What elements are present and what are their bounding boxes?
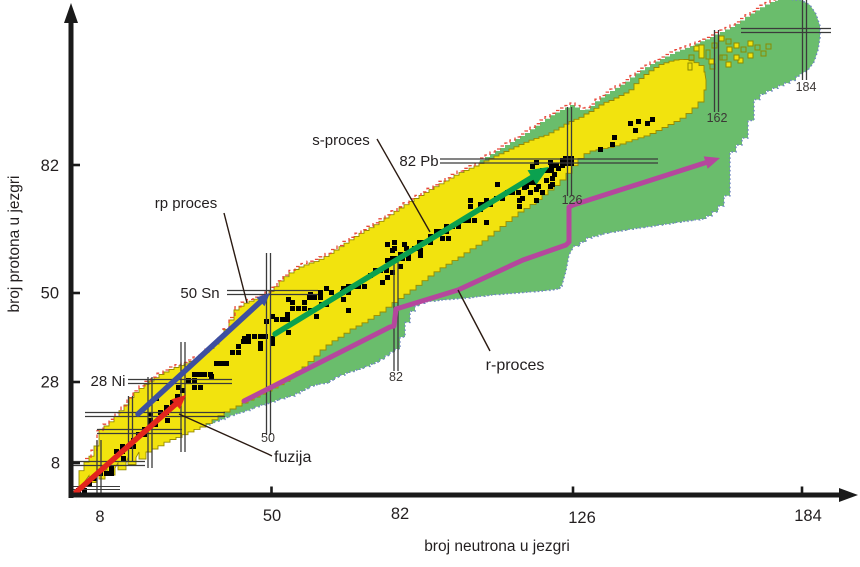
svg-text:fuzija: fuzija (274, 449, 311, 466)
svg-text:rp proces: rp proces (155, 195, 218, 212)
svg-text:r-proces: r-proces (486, 357, 545, 374)
svg-text:184: 184 (794, 507, 822, 525)
svg-text:82: 82 (389, 370, 403, 384)
svg-text:50: 50 (261, 431, 275, 445)
svg-text:broj protona u jezgri: broj protona u jezgri (6, 176, 23, 313)
svg-text:184: 184 (796, 80, 817, 94)
svg-text:82: 82 (391, 505, 409, 523)
svg-text:50: 50 (263, 507, 281, 525)
svg-text:8: 8 (95, 508, 104, 526)
svg-text:162: 162 (707, 111, 728, 125)
svg-text:82: 82 (41, 157, 59, 175)
svg-text:126: 126 (568, 509, 596, 527)
svg-text:28 Ni: 28 Ni (90, 373, 125, 390)
svg-text:8: 8 (51, 455, 60, 473)
svg-text:50: 50 (41, 285, 59, 303)
svg-text:broj neutrona u jezgri: broj neutrona u jezgri (424, 538, 570, 555)
svg-text:s-proces: s-proces (312, 132, 370, 149)
svg-text:28: 28 (41, 374, 59, 392)
svg-text:50 Sn: 50 Sn (180, 285, 219, 302)
svg-text:126: 126 (562, 193, 583, 207)
svg-text:82 Pb: 82 Pb (399, 153, 438, 170)
